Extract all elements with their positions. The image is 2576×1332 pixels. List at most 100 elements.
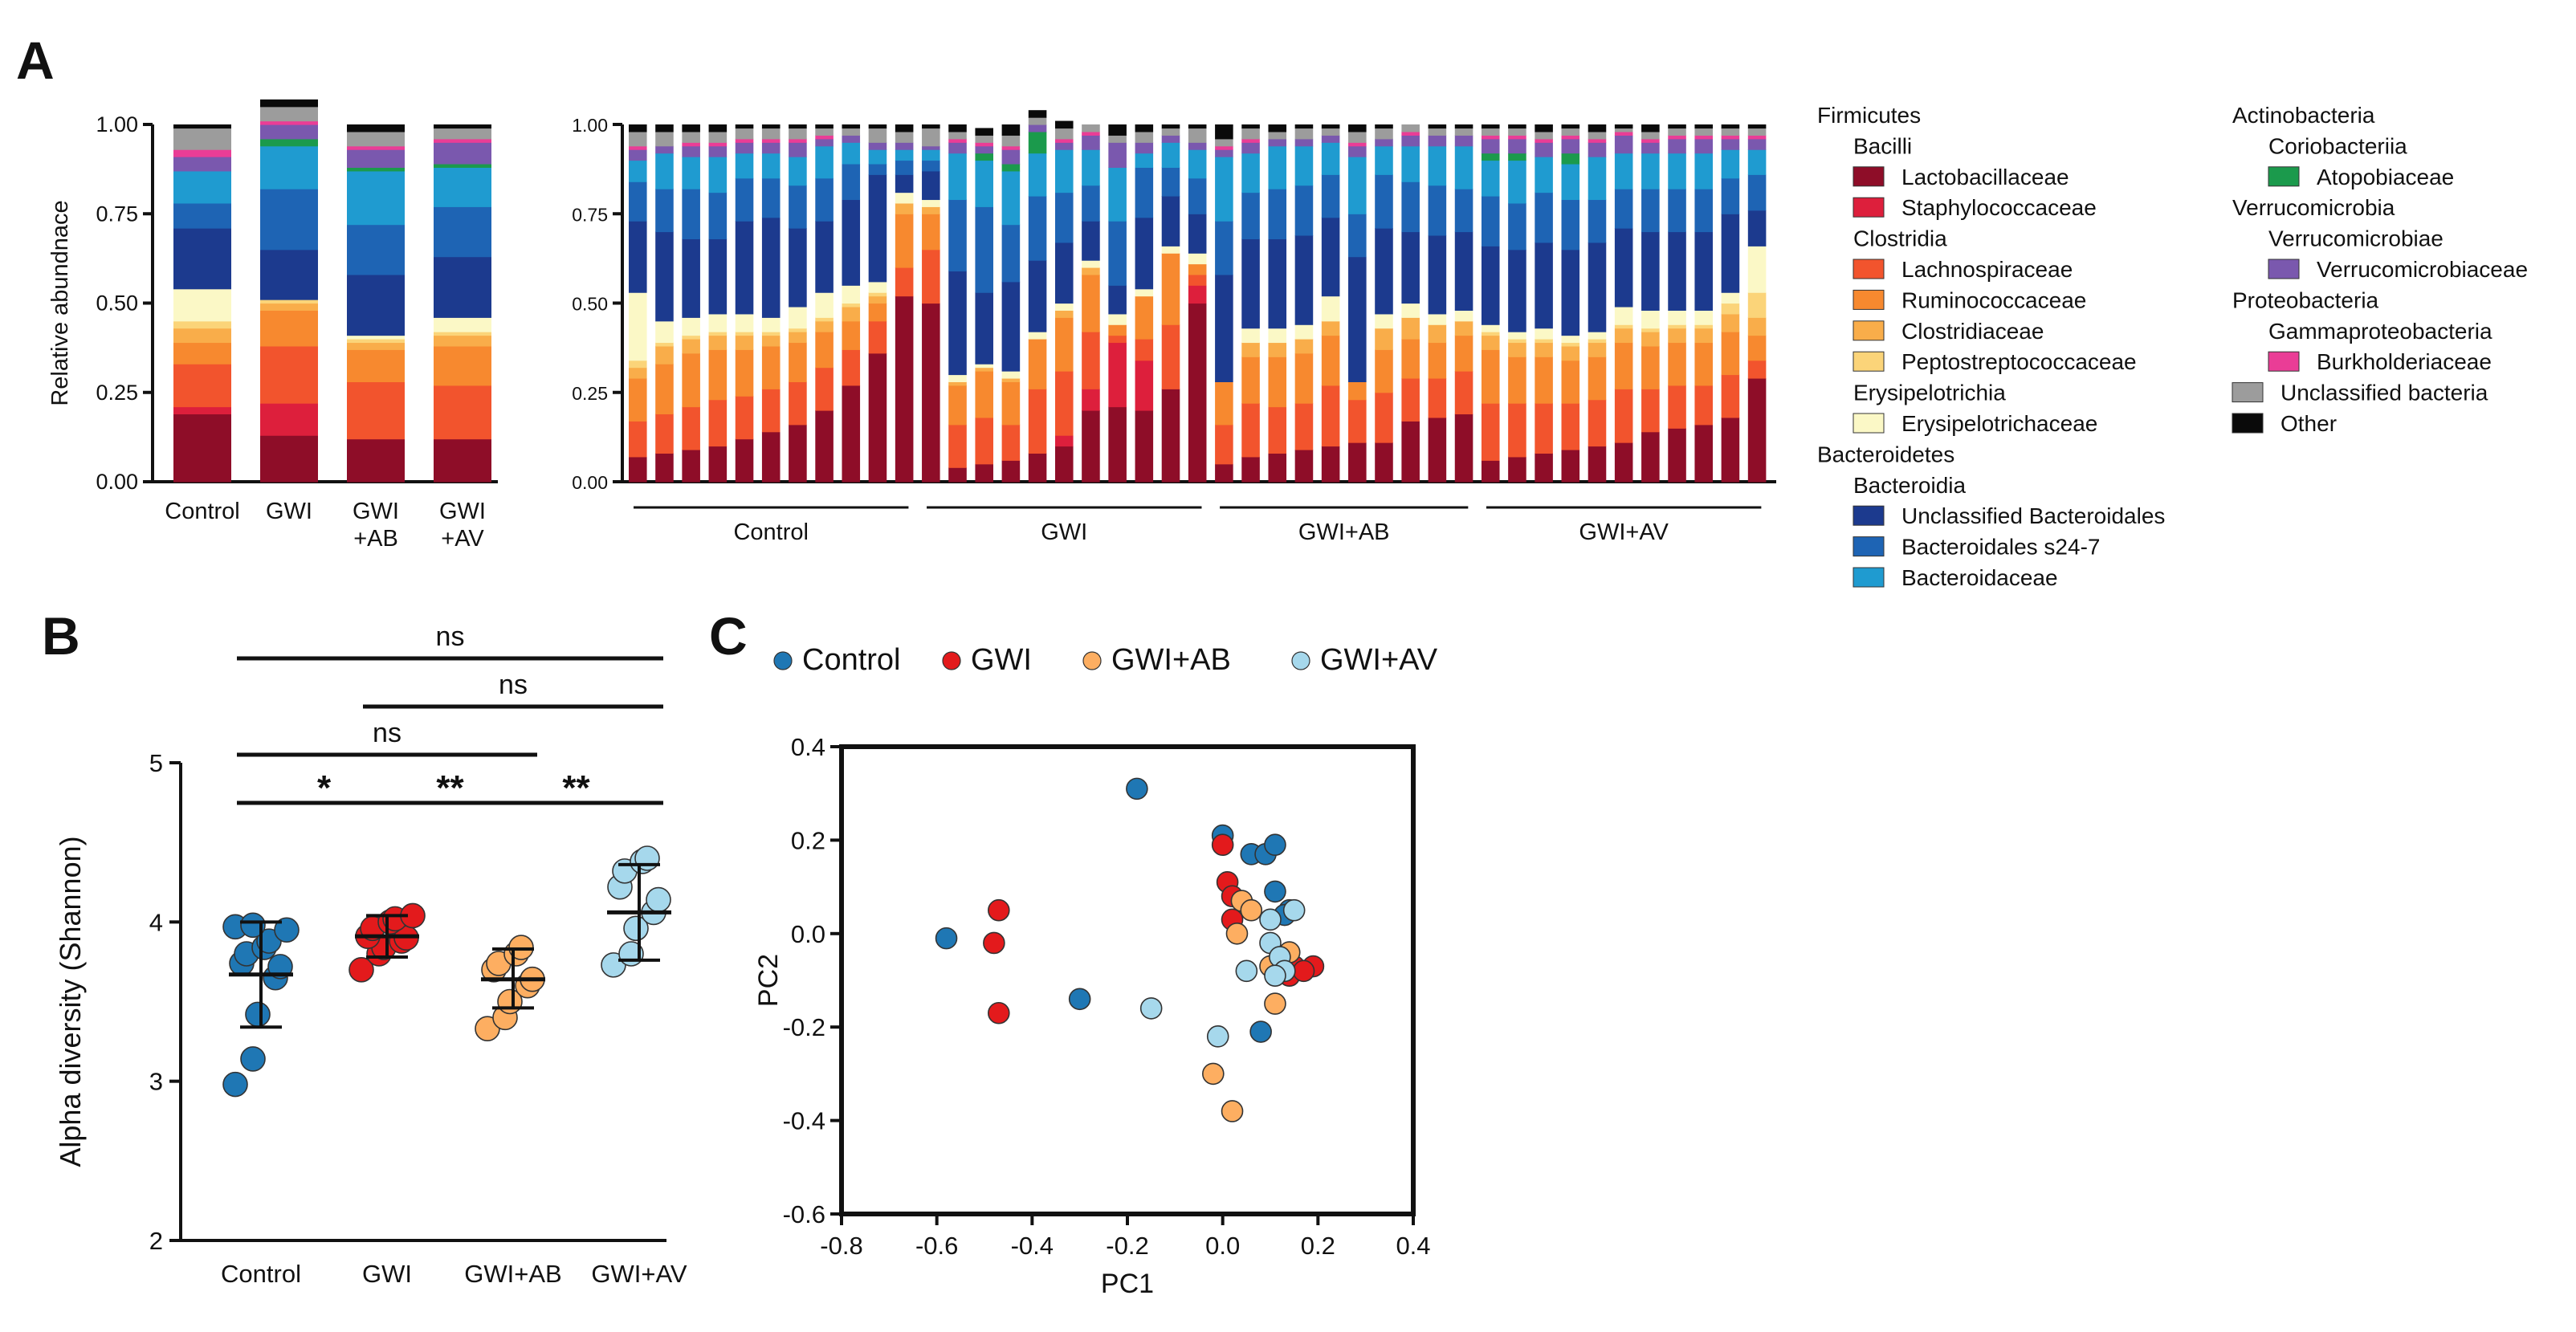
bar-segment xyxy=(1108,221,1127,286)
bar-segment xyxy=(1001,224,1021,283)
bar-segment xyxy=(655,453,674,483)
bar-segment xyxy=(1721,128,1740,136)
bar-segment xyxy=(1428,377,1447,418)
bar-segment xyxy=(735,138,754,143)
bar-segment xyxy=(1588,142,1607,157)
chart-b-alpha-diversity: 2 3 4 5 Alpha diversity (Shannon) Control GWI G… xyxy=(54,621,687,1288)
data-point xyxy=(1292,959,1315,983)
bar-segment xyxy=(975,153,993,161)
y-tick-label: 3 xyxy=(149,1068,163,1096)
bar-segment xyxy=(434,385,491,440)
bar-segment xyxy=(1588,356,1607,401)
bar-segment xyxy=(1481,135,1500,140)
x-tick-label: GWI+AV xyxy=(591,1260,687,1288)
bar-segment xyxy=(1348,256,1367,382)
legend-label: Staphylococcaceae xyxy=(1901,195,2097,220)
bar-segment xyxy=(1668,324,1686,329)
bar-segment xyxy=(1454,310,1473,322)
bar-segment xyxy=(1508,160,1526,204)
group-label: GWI+AB xyxy=(1298,519,1390,545)
bar-segment xyxy=(922,124,940,129)
bar-segment xyxy=(434,335,491,347)
bar-segment xyxy=(895,192,914,204)
data-point xyxy=(988,898,1010,922)
bar-segment xyxy=(842,128,861,136)
bar-segment xyxy=(1668,428,1686,483)
bar-segment xyxy=(975,128,993,136)
bar-segment xyxy=(1588,199,1607,243)
bar-segment xyxy=(1161,167,1180,197)
bar-segment xyxy=(868,128,887,143)
bar-segment xyxy=(1082,389,1100,411)
bar-segment xyxy=(975,463,993,483)
significance-label: ns xyxy=(373,718,401,748)
bar-segment xyxy=(1588,138,1607,143)
bar-segment xyxy=(1054,128,1074,140)
plot-frame xyxy=(839,744,1416,1216)
bar-segment xyxy=(1375,313,1393,329)
bar-segment xyxy=(815,177,834,222)
bar-segment xyxy=(1535,356,1553,404)
bar-segment xyxy=(1054,317,1074,372)
bar-segment xyxy=(1694,231,1714,311)
bar-segment xyxy=(1588,157,1607,201)
bar-segment xyxy=(1641,431,1660,483)
bar-segment xyxy=(173,328,231,344)
bar-segment xyxy=(1747,360,1767,379)
bar-segment xyxy=(1561,342,1580,347)
bar-segment xyxy=(1001,281,1021,372)
legend-heading: Bacteroidia xyxy=(1853,473,1967,498)
bar-segment xyxy=(1588,124,1607,132)
legend-swatch xyxy=(2268,351,2300,372)
legend-marker xyxy=(1291,651,1310,670)
x-tick-label: -0.4 xyxy=(1011,1232,1054,1260)
x-tick-label: GWI xyxy=(266,499,312,524)
bar-segment xyxy=(1215,221,1233,275)
bar-segment xyxy=(842,385,861,483)
significance-label: ns xyxy=(436,621,465,652)
bar-segment xyxy=(1054,242,1074,304)
chart-c-pca: -0.8 -0.6 -0.4 -0.2 0.0 0.2 0.4 -0.6 -0.4 -0.2 0.0… xyxy=(753,643,1438,1299)
bar-segment xyxy=(260,249,318,300)
x-tick-label: +AV xyxy=(441,526,484,552)
bar-segment xyxy=(1082,267,1100,275)
x-tick-label: GWI+AB xyxy=(464,1260,561,1288)
bar-segment xyxy=(1428,342,1447,379)
bar-segment xyxy=(708,192,728,239)
bar-segment xyxy=(1614,442,1633,483)
bar-segment xyxy=(1001,124,1021,136)
bar-segment xyxy=(1241,124,1260,129)
legend-label: Lactobacillaceae xyxy=(1901,165,2069,189)
bar-segment xyxy=(815,320,834,332)
bar-segment xyxy=(1028,131,1047,154)
bar-segment xyxy=(789,157,807,186)
bar-segment xyxy=(1082,332,1100,389)
bar-segment xyxy=(1268,131,1287,140)
bar-segment xyxy=(655,364,674,415)
bar-segment xyxy=(1721,214,1740,293)
bar-segment xyxy=(789,332,807,344)
bar-segment xyxy=(1082,124,1100,132)
bar-segment xyxy=(922,128,940,147)
bar-segment xyxy=(1241,153,1260,193)
bar-segment xyxy=(1028,389,1047,454)
legend-label: Other xyxy=(2280,411,2337,436)
data-point xyxy=(988,1001,1010,1024)
bar-segment xyxy=(1561,124,1580,129)
bar-segment xyxy=(173,406,231,415)
bar-segment xyxy=(1454,371,1473,415)
bar-segment xyxy=(1481,349,1500,404)
bar-segment xyxy=(1241,403,1260,458)
bar-segment xyxy=(1188,274,1207,286)
bar-segment xyxy=(1668,138,1686,154)
x-tick-label: GWI xyxy=(353,499,399,524)
bar-segment xyxy=(1375,174,1393,229)
bar-segment xyxy=(948,424,967,468)
legend-label: Lachnospiraceae xyxy=(1901,257,2073,282)
bar-segment xyxy=(789,328,807,332)
bar-segment xyxy=(1108,406,1127,483)
bar-segment xyxy=(1001,145,1021,150)
bar-segment xyxy=(761,335,781,347)
bar-segment xyxy=(895,295,914,483)
bar-segment xyxy=(868,320,887,354)
